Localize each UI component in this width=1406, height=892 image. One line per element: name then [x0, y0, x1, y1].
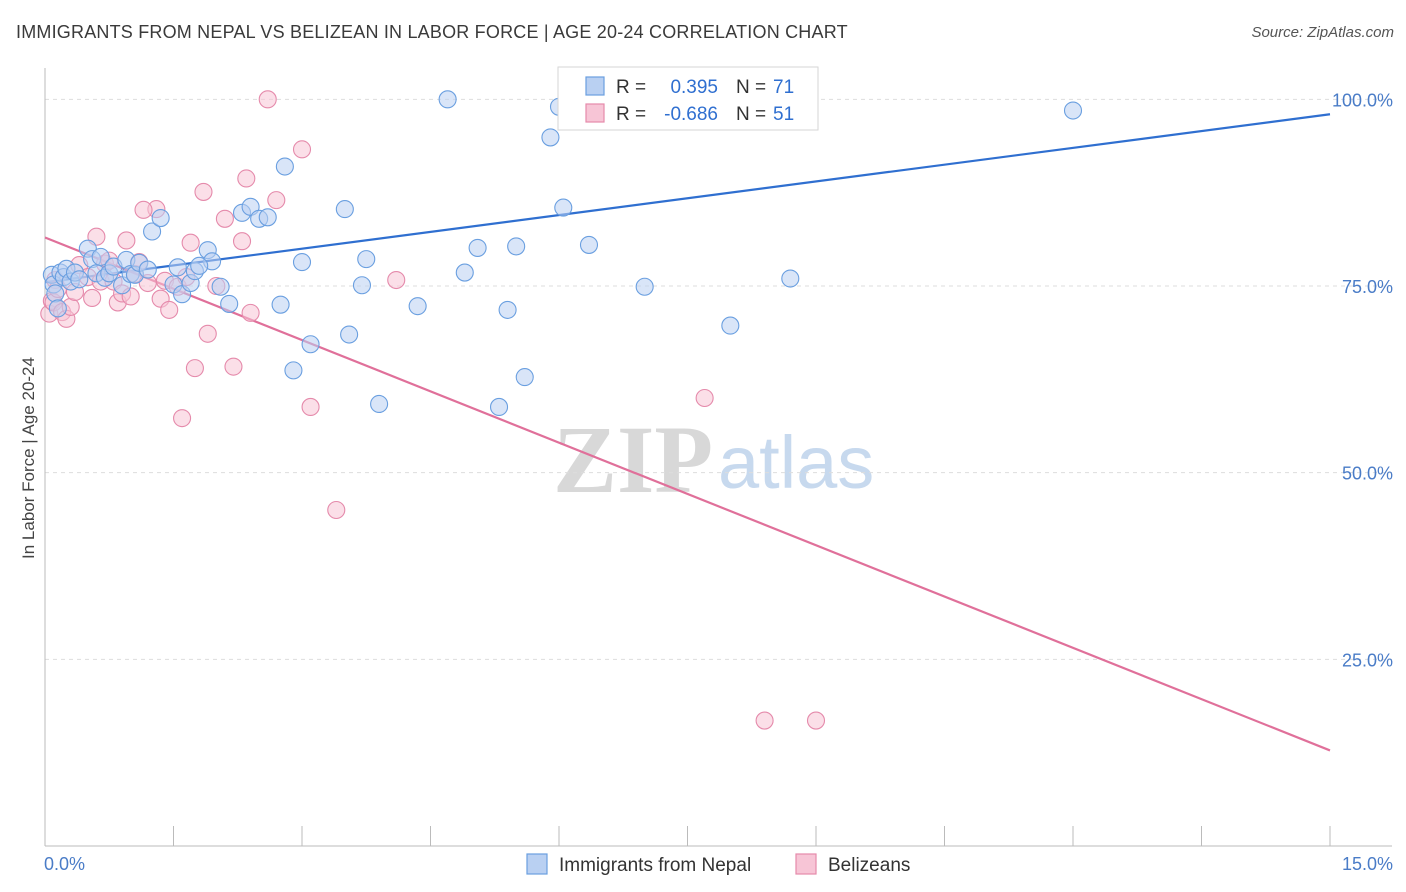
belizeans-point: [755, 711, 774, 730]
watermark-zip: ZIP: [553, 406, 713, 513]
nepal-point: [258, 208, 277, 227]
y-tick-label: 25.0%: [1342, 650, 1393, 670]
nepal-point: [455, 263, 474, 282]
nepal-point: [70, 270, 89, 289]
nepal-point: [468, 238, 487, 257]
belizeans-point: [160, 300, 179, 319]
y-tick-label: 100.0%: [1332, 90, 1393, 110]
nepal-point: [554, 198, 573, 217]
belizeans-point: [215, 209, 234, 228]
tick-labels: 25.0% 50.0% 75.0% 100.0% 0.0% 15.0%: [44, 90, 1393, 874]
nepal-point: [91, 247, 110, 266]
belizeans-point: [117, 231, 136, 250]
bottom-legend-belizeans: Belizeans: [828, 855, 910, 876]
belizeans-point: [327, 500, 346, 520]
nepal-point: [211, 277, 230, 296]
axes: [44, 68, 1392, 847]
nepal-point: [48, 299, 67, 318]
nepal-point: [151, 209, 170, 228]
nepal-point: [498, 300, 517, 319]
belizeans-point: [387, 270, 406, 290]
belizeans-point: [173, 409, 192, 428]
nepal-point: [352, 276, 372, 295]
trendline-nepal: [44, 113, 1331, 284]
nepal-point: [292, 253, 312, 272]
nepal-point: [190, 256, 209, 275]
belizeans-point: [806, 711, 826, 730]
belizeans-point: [292, 140, 312, 159]
nepal-point: [143, 222, 162, 241]
belizeans-point: [258, 90, 277, 109]
nepal-point: [515, 368, 534, 387]
nepal-point: [220, 294, 239, 313]
nepal-point: [579, 235, 599, 254]
nepal-point: [721, 316, 740, 335]
bottom-legend-swatch-blue: [526, 853, 548, 875]
watermark-atlas: atlas: [718, 421, 874, 504]
belizeans-point: [232, 232, 252, 251]
y-axis-label: In Labor Force | Age 20-24: [19, 357, 38, 559]
nepal-point: [438, 90, 457, 109]
belizeans-point: [185, 359, 204, 378]
belizeans-point: [194, 182, 213, 201]
belizeans-point: [83, 288, 102, 307]
bottom-legend-nepal: Immigrants from Nepal: [559, 855, 751, 876]
bottom-legend-swatch-pink: [795, 853, 817, 875]
nepal-point: [408, 297, 427, 316]
belizeans-point: [267, 191, 286, 210]
legend-r-label-2: R =: [616, 104, 646, 125]
legend-r-label-1: R =: [616, 77, 646, 98]
nepal-point: [301, 335, 320, 354]
x-tick-label-end: 15.0%: [1342, 854, 1393, 874]
nepal-point: [507, 237, 526, 256]
belizeans-point: [237, 169, 256, 188]
legend-n-value-1: 71: [773, 77, 794, 98]
y-tick-label: 50.0%: [1342, 464, 1393, 484]
belizeans-point: [301, 397, 320, 417]
trendline-belizeans: [44, 236, 1331, 752]
belizeans-point: [695, 388, 714, 408]
legend-swatch-blue: [585, 76, 605, 96]
trendlines: [44, 113, 1331, 752]
y-tick-label: 75.0%: [1342, 277, 1393, 297]
nepal-point: [284, 361, 303, 380]
nepal-point: [370, 394, 389, 414]
nepal-point: [489, 397, 509, 417]
belizeans-point: [241, 303, 260, 322]
legend-r-value-1: 0.395: [670, 77, 718, 98]
nepal-point: [781, 269, 800, 288]
belizeans-point: [134, 200, 153, 219]
series-legend: Immigrants from Nepal Belizeans: [526, 853, 910, 876]
belizeans-point: [198, 324, 217, 343]
nepal-point: [1063, 101, 1083, 120]
chart-title: IMMIGRANTS FROM NEPAL VS BELIZEAN IN LAB…: [16, 22, 848, 42]
nepal-point: [138, 260, 157, 279]
legend-r-value-2: -0.686: [664, 104, 718, 125]
nepal-point: [168, 258, 187, 277]
legend-n-label-2: N =: [736, 104, 766, 125]
correlation-legend: R = 0.395 N = 71 R = -0.686 N = 51: [557, 66, 819, 131]
nepal-point: [275, 157, 294, 176]
nepal-point: [340, 325, 359, 344]
nepal-point: [541, 128, 560, 147]
nepal-point: [335, 200, 354, 219]
legend-swatch-pink: [585, 103, 605, 123]
nepal-point: [271, 295, 290, 314]
belizeans-point: [224, 357, 243, 376]
nepal-point: [635, 277, 654, 296]
nepal-point: [357, 250, 376, 269]
belizeans-point: [181, 233, 200, 252]
legend-n-value-2: 51: [773, 104, 794, 125]
x-tick-label-start: 0.0%: [44, 854, 85, 874]
nepal-point: [46, 284, 65, 303]
source-label: Source: ZipAtlas.com: [1251, 24, 1394, 41]
legend-n-label-1: N =: [736, 77, 766, 98]
